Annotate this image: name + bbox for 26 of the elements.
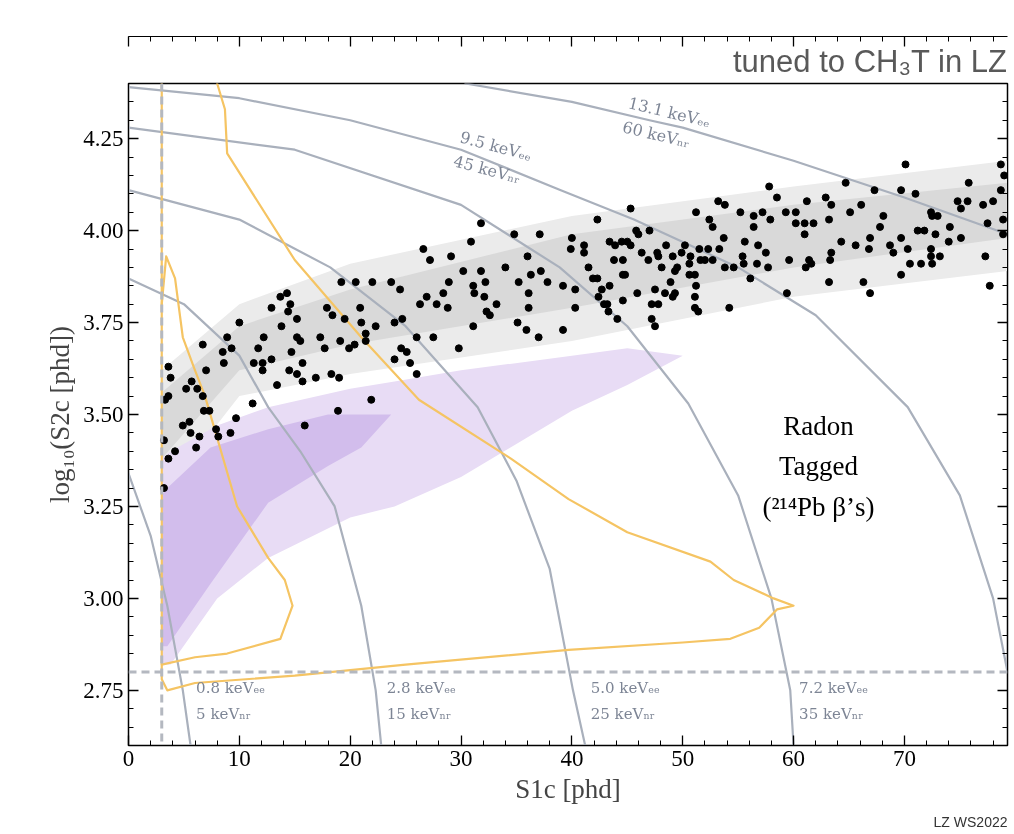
y-tick-label: 4.25: [83, 126, 124, 152]
chart-title: tuned to CH₃T in LZ: [732, 43, 1007, 79]
x-tick-label: 50: [671, 745, 695, 771]
y-tick-label: 2.75: [83, 677, 124, 703]
text: 13.1 keVₑₑ 60 keVₙᵣ: [620, 93, 713, 152]
series-label: 2.8 keVₑₑ 15 keVₙᵣ: [386, 678, 456, 723]
y-axis-title: log₁₀(S2c [phd]): [45, 325, 76, 504]
x-tick-label: 70: [892, 745, 916, 771]
x-tick-label: 40: [560, 745, 584, 771]
x-tick-label: 20: [338, 745, 362, 771]
x-axis-title: S1c [phd]: [515, 773, 621, 804]
series-label: 5.0 keVₑₑ 25 keVₙᵣ: [590, 678, 660, 723]
y-tick-label: 3.75: [83, 310, 124, 336]
text: LZ WS2022: [933, 813, 1008, 830]
series-label: 7.2 keVₑₑ 35 keVₙᵣ: [799, 678, 869, 723]
x-tick-label: 0: [122, 745, 135, 771]
x-tick-label: 10: [227, 745, 251, 771]
y-tick-label: 3.50: [83, 402, 124, 427]
text: 9.5 keVₑₑ 45 keVₙᵣ: [451, 127, 534, 188]
y-tick-label: 4.00: [83, 218, 124, 244]
y-tick-label: 3.00: [83, 585, 124, 611]
x-tick-label: 30: [449, 745, 473, 771]
annotation: Radon Tagged (²¹⁴Pb β’s): [762, 410, 875, 522]
y-tick-label: 3.25: [83, 493, 124, 519]
x-tick-label: 60: [782, 745, 806, 771]
series-label: 0.8 keVₑₑ 5 keVₙᵣ: [196, 678, 266, 723]
